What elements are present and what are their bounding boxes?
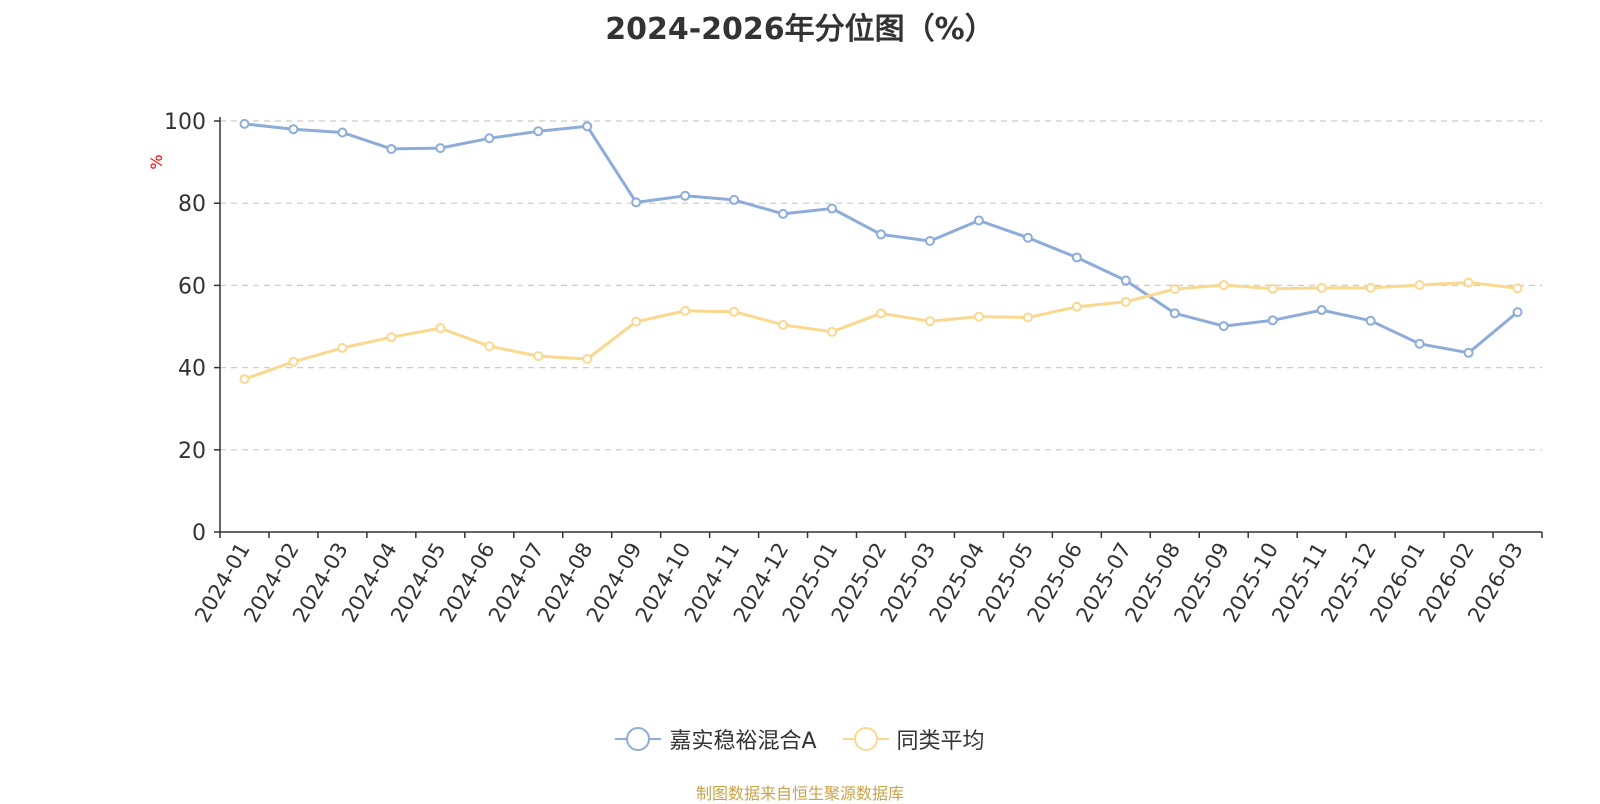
data-point: [1316, 282, 1327, 293]
data-point: [827, 203, 838, 214]
data-point: [533, 126, 544, 137]
y-tick-label: 0: [192, 521, 206, 546]
data-point: [680, 190, 691, 201]
data-point: [1120, 275, 1131, 286]
data-point: [435, 323, 446, 334]
data-point: [1267, 315, 1278, 326]
series-lines: [239, 118, 1523, 385]
data-point: [973, 311, 984, 322]
y-tick-label: 80: [178, 192, 206, 217]
data-point: [337, 342, 348, 353]
data-point: [924, 236, 935, 247]
legend-marker-icon: [842, 727, 889, 751]
data-point: [435, 143, 446, 154]
series-line: [243, 281, 1518, 381]
legend-item[interactable]: 嘉实稳裕混合A: [615, 723, 817, 755]
data-point: [1022, 312, 1033, 323]
data-point: [1169, 308, 1180, 319]
legend-label: 嘉实稳裕混合A: [669, 729, 817, 754]
data-point: [729, 194, 740, 205]
y-tick-label: 40: [178, 357, 206, 382]
axes: [214, 117, 1543, 538]
data-point: [729, 306, 740, 317]
data-point: [876, 308, 886, 319]
data-point: [337, 127, 348, 138]
data-point: [1169, 284, 1180, 295]
data-point: [1512, 307, 1523, 318]
data-point: [1218, 321, 1229, 332]
legend-item[interactable]: 同类平均: [842, 723, 985, 755]
y-tick-label: 20: [178, 439, 206, 464]
axis-labels: 020406080100%2024-012024-022024-032024-0…: [147, 110, 1528, 626]
data-point: [386, 143, 397, 154]
data-point: [1218, 279, 1229, 290]
data-point: [1463, 347, 1474, 358]
data-point: [582, 121, 593, 132]
data-point: [876, 229, 886, 240]
chart-title: 2024-2026年分位图（%）: [605, 12, 995, 47]
grid-lines: [220, 120, 1542, 451]
data-point: [1071, 252, 1082, 263]
data-point: [1463, 277, 1474, 288]
data-point: [1022, 232, 1033, 243]
data-point: [1316, 305, 1327, 316]
data-point: [288, 124, 299, 135]
data-point: [1365, 315, 1376, 326]
legend-label: 同类平均: [896, 729, 985, 754]
legend-marker-icon: [615, 727, 662, 751]
data-point: [631, 197, 642, 208]
data-point: [386, 332, 397, 343]
data-point: [1414, 338, 1425, 349]
data-point: [778, 319, 789, 330]
data-point: [1267, 283, 1278, 294]
data-point: [1414, 279, 1425, 290]
legend: 嘉实稳裕混合A 同类平均: [0, 722, 1600, 756]
data-point: [827, 326, 838, 337]
data-point: [680, 305, 691, 316]
data-point: [1071, 301, 1082, 312]
data-point: [1120, 296, 1131, 307]
y-tick-label: 100: [164, 110, 206, 135]
source-footer: 制图数据来自恒生聚源数据库: [695, 784, 904, 803]
data-point: [778, 208, 789, 219]
data-point: [582, 353, 593, 364]
data-point: [973, 215, 984, 226]
data-point: [924, 316, 935, 327]
data-point: [484, 133, 495, 144]
data-point: [239, 118, 250, 129]
data-point: [631, 316, 642, 327]
data-point: [239, 374, 250, 385]
data-point: [1365, 282, 1376, 293]
y-tick-label: 60: [178, 274, 206, 299]
data-point: [533, 351, 544, 362]
data-point: [484, 341, 495, 352]
data-point: [1512, 283, 1523, 294]
data-point: [288, 356, 299, 367]
y-axis-label: %: [147, 154, 166, 169]
